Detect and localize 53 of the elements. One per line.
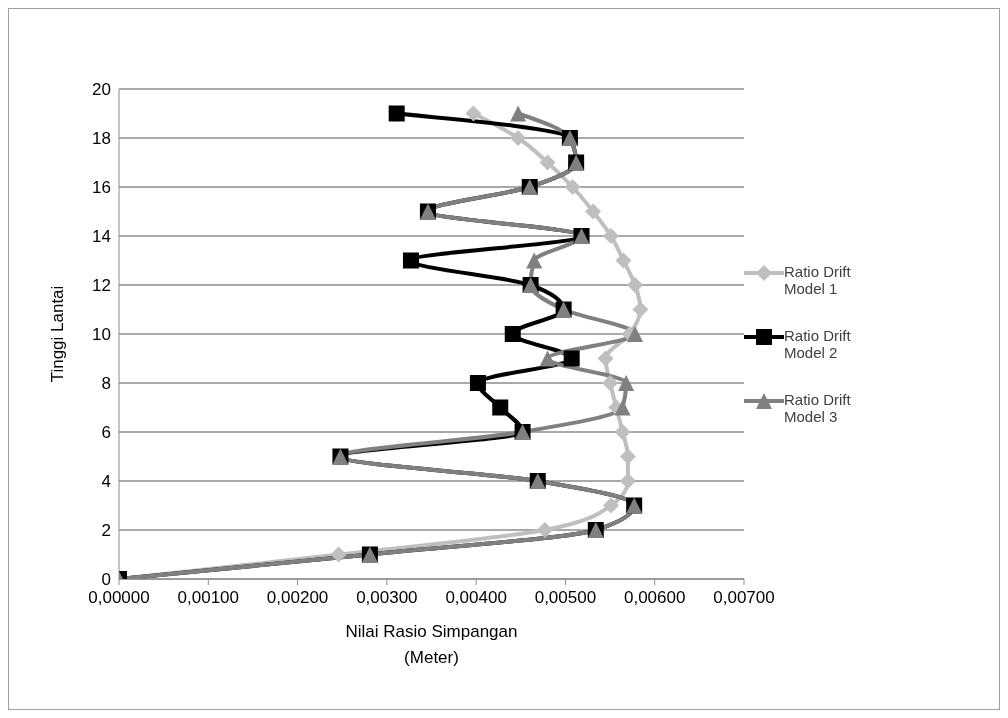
x-tick-label: 0,00500	[534, 588, 597, 608]
point	[615, 252, 632, 269]
point	[330, 546, 347, 563]
point	[510, 105, 527, 122]
legend-label: Ratio Drift Model 3	[784, 391, 852, 425]
y-tick-label: 2	[101, 521, 111, 541]
point	[510, 130, 527, 146]
x-tick-label: 0,00700	[713, 588, 775, 608]
y-axis-title: Tinggi Lantai	[48, 285, 68, 383]
point	[618, 375, 635, 391]
point	[602, 228, 619, 244]
y-tick-label: 10	[92, 325, 111, 345]
y-tick-label: 20	[92, 80, 111, 100]
point	[539, 154, 556, 171]
point	[614, 399, 631, 416]
point	[469, 375, 486, 391]
x-tick-label: 0,00200	[266, 588, 329, 608]
y-tick-label: 0	[101, 570, 111, 590]
x-tick-label: 0,00600	[623, 588, 686, 608]
y-tick-label: 16	[92, 178, 111, 198]
point	[492, 399, 509, 416]
point	[602, 375, 619, 391]
y-tick-label: 12	[92, 276, 111, 296]
point	[614, 424, 631, 440]
x-tick-label: 0,00000	[88, 588, 150, 608]
point	[627, 326, 644, 342]
y-tick-label: 6	[101, 423, 111, 443]
legend-label: Ratio Drift Model 1	[784, 263, 852, 297]
point	[619, 448, 636, 465]
point	[602, 497, 619, 514]
y-tick-label: 18	[92, 129, 111, 149]
y-tick-label: 4	[101, 472, 111, 492]
point	[563, 350, 580, 367]
point	[536, 522, 553, 538]
point	[632, 301, 649, 318]
x-tick-label: 0,00400	[445, 588, 507, 608]
point	[504, 326, 521, 342]
x-tick-label: 0,00100	[177, 588, 240, 608]
y-tick-label: 8	[101, 374, 111, 394]
y-tick-label: 14	[92, 227, 111, 247]
point	[564, 179, 581, 195]
x-tick-label: 0,00300	[356, 588, 418, 608]
point	[465, 105, 482, 122]
point	[585, 203, 602, 220]
point	[619, 473, 636, 489]
point	[526, 252, 543, 269]
point	[597, 350, 614, 367]
legend-label: Ratio Drift Model 2	[784, 327, 852, 361]
point	[539, 350, 556, 367]
x-axis-title: Nilai Rasio Simpangan (Meter)	[345, 622, 518, 667]
point	[627, 277, 644, 293]
point	[402, 252, 419, 269]
point	[388, 105, 405, 122]
